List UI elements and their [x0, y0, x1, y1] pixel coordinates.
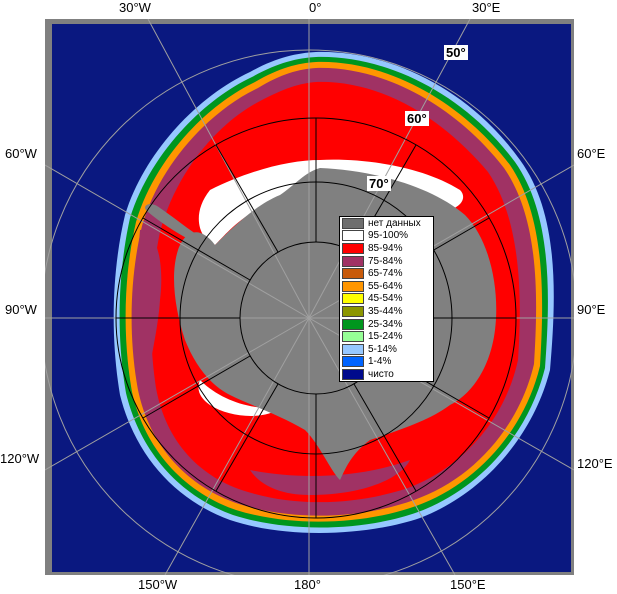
legend-swatch	[342, 356, 364, 368]
lon-label-90e: 90°E	[577, 302, 606, 317]
legend-label: 5-14%	[368, 343, 397, 355]
legend-swatch	[342, 280, 364, 292]
lat-label-50: 50°	[444, 45, 468, 60]
legend-swatch	[342, 331, 364, 343]
lon-label-120w: 120°W	[0, 451, 40, 466]
lon-label-180: 180°	[294, 577, 321, 592]
legend-item: 75-84%	[340, 255, 433, 268]
legend-label: 25-34%	[368, 318, 403, 330]
legend-label: 35-44%	[368, 305, 403, 317]
legend-label: 15-24%	[368, 331, 403, 343]
legend-item: 45-54%	[340, 293, 433, 306]
legend-label: 45-54%	[368, 293, 403, 305]
legend-swatch	[342, 268, 364, 280]
legend-item: 1-4%	[340, 356, 433, 369]
antarctic-peninsula	[145, 204, 196, 240]
legend-item: нет данных	[340, 217, 433, 230]
ice-purple-patch-bottom	[250, 460, 410, 495]
legend-swatch	[342, 305, 364, 317]
legend-label: нет данных	[368, 217, 421, 229]
legend-item: 95-100%	[340, 230, 433, 243]
legend-swatch	[342, 230, 364, 242]
legend-item: 15-24%	[340, 330, 433, 343]
lon-label-30w: 30°W	[119, 0, 151, 15]
concentration-legend: нет данных 95-100% 85-94% 75-84% 65-74% 55-64…	[339, 216, 434, 382]
legend-label: 95-100%	[368, 230, 409, 242]
legend-swatch	[342, 343, 364, 355]
legend-swatch	[342, 217, 364, 229]
ice-white-patch-bottom	[198, 380, 280, 416]
lon-label-150e: 150°E	[450, 577, 486, 592]
lon-label-90w: 90°W	[5, 302, 37, 317]
legend-item: 5-14%	[340, 343, 433, 356]
lon-label-0: 0°	[309, 0, 322, 15]
legend-label: чисто	[368, 368, 394, 380]
legend-label: 65-74%	[368, 268, 403, 280]
lon-label-60e: 60°E	[577, 146, 606, 161]
lon-label-30e: 30°E	[472, 0, 501, 15]
legend-item: 65-74%	[340, 267, 433, 280]
legend-label: 55-64%	[368, 280, 403, 292]
legend-swatch	[342, 255, 364, 267]
legend-item: чисто	[340, 368, 433, 381]
legend-swatch	[342, 293, 364, 305]
lon-label-120e: 120°E	[577, 456, 613, 471]
ice-purple-patch-left	[137, 229, 162, 380]
legend-swatch	[342, 318, 364, 330]
lat-label-60: 60°	[405, 111, 429, 126]
legend-swatch	[342, 368, 364, 380]
legend-label: 75-84%	[368, 255, 403, 267]
legend-item: 35-44%	[340, 305, 433, 318]
lon-label-150w: 150°W	[138, 577, 178, 592]
legend-label: 85-94%	[368, 242, 403, 254]
legend-item: 25-34%	[340, 318, 433, 331]
legend-item: 55-64%	[340, 280, 433, 293]
lon-label-60w: 60°W	[5, 146, 37, 161]
legend-label: 1-4%	[368, 356, 392, 368]
legend-item: 85-94%	[340, 242, 433, 255]
legend-swatch	[342, 242, 364, 254]
lat-label-70: 70°	[367, 176, 391, 191]
